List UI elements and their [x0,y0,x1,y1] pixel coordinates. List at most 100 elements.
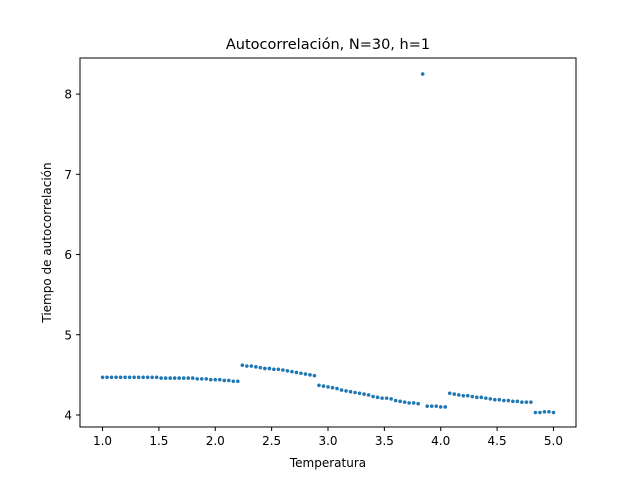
x-tick-label: 4.0 [431,434,450,448]
data-point [506,398,511,403]
data-point [407,401,411,405]
data-point [258,365,263,370]
data-point [456,393,461,397]
data-point [272,367,276,372]
data-point [317,383,321,388]
data-point [254,365,258,369]
data-point [190,376,195,380]
data-point [267,366,272,371]
y-tick-label: 8 [64,88,72,102]
y-tick-label: 6 [64,248,72,262]
data-point [231,379,236,384]
data-point [154,375,159,380]
data-point [547,409,551,414]
data-point [321,384,326,388]
data-point [465,393,470,398]
data-point [159,376,163,380]
data-point [236,379,240,384]
data-point [195,377,200,381]
data-point [213,377,218,382]
data-point [438,405,443,409]
data-point [443,405,448,409]
chart-title: Autocorrelación, N=30, h=1 [226,37,430,53]
data-point [375,395,380,400]
data-point [186,376,191,380]
data-point [136,375,141,380]
data-point [497,397,502,402]
data-point [145,375,150,380]
data-point [141,375,145,380]
data-point [132,375,136,380]
data-point [366,393,371,397]
x-tick-label: 3.5 [375,434,394,448]
y-axis-ticks: 4 5 6 7 8 [64,88,80,422]
data-point [245,364,249,368]
data-point [127,375,132,380]
data-point [123,375,127,380]
data-point [312,373,317,378]
data-point [240,363,245,368]
x-tick-label: 2.0 [206,434,225,448]
x-axis-ticks: 1.0 1.5 2.0 2.5 3.0 3.5 4.0 4.5 5.0 [93,427,563,448]
data-point [330,385,335,390]
data-point [353,390,357,395]
data-point [515,399,520,404]
y-tick-label: 7 [64,168,72,182]
data-point [227,378,231,383]
data-point [389,397,393,401]
data-point [263,366,267,371]
data-point [398,399,402,404]
data-point [475,395,479,400]
data-point [502,398,506,403]
y-axis-label: Tiempo de autocorrelación [40,162,54,323]
data-point [281,368,285,372]
data-point [470,394,475,399]
data-point [339,388,344,392]
data-point [479,395,484,400]
x-tick-label: 4.5 [488,434,507,448]
data-point [447,391,452,396]
data-point [551,410,556,415]
data-point [199,377,204,381]
data-point [452,392,457,396]
data-point [249,364,254,368]
data-point [429,404,434,408]
data-point [100,375,105,380]
x-axis-label: Temperatura [289,456,366,470]
data-point [163,376,168,380]
data-point [285,369,290,373]
data-point [299,371,303,376]
data-point [222,378,227,383]
data-point [420,72,425,76]
data-point [114,375,118,380]
data-point [488,397,493,401]
data-point [177,376,181,380]
data-point [380,396,384,400]
x-tick-label: 1.0 [93,434,112,448]
data-point [511,399,515,404]
data-point [290,369,294,374]
data-point [493,397,497,402]
data-point [150,375,154,380]
data-points [100,72,556,415]
data-point [204,377,209,381]
data-point [172,376,177,380]
data-point [520,400,524,404]
x-tick-label: 5.0 [544,434,563,448]
data-point [276,367,281,372]
data-point [434,404,439,408]
data-point [118,375,123,380]
data-point [484,396,488,400]
y-tick-label: 5 [64,328,72,342]
data-point [109,375,114,380]
data-point [181,376,186,380]
data-point [411,401,416,405]
data-point [294,370,299,375]
data-point [393,398,398,403]
data-point [461,393,466,398]
data-point [538,410,542,415]
data-point [542,409,547,414]
data-point [208,377,213,382]
